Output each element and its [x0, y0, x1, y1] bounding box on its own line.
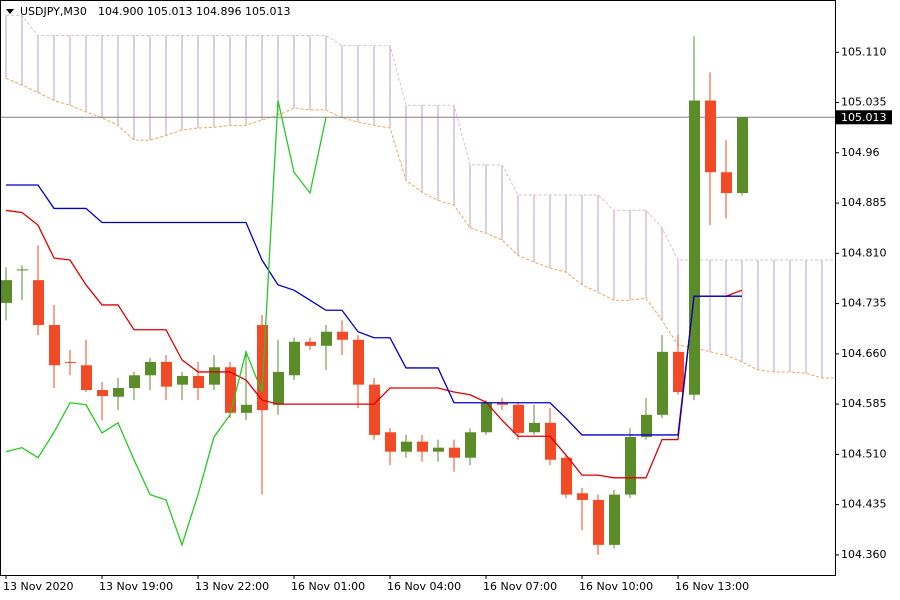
plot-area [1, 14, 835, 555]
x-tick-label: 16 Nov 13:00 [675, 580, 749, 593]
candle-body [97, 390, 108, 397]
plot-frame [0, 0, 836, 576]
y-tick-label: 105.110 [841, 45, 887, 58]
candle-body [465, 432, 476, 458]
candle-body [161, 361, 172, 387]
x-tick-label: 16 Nov 10:00 [579, 580, 653, 593]
candle-body [417, 441, 428, 452]
candle-body [641, 414, 652, 437]
candle-body [369, 384, 380, 435]
candle-body [17, 269, 28, 271]
candle-body [481, 402, 492, 433]
symbol-title: USDJPY,M30 [20, 5, 87, 18]
candle-body [449, 447, 460, 458]
y-tick-label: 104.810 [841, 246, 887, 259]
candle-body [609, 494, 620, 545]
candle-body [385, 432, 396, 452]
bid-label: 105.013 [841, 111, 887, 124]
ohlc-info: 104.900 105.013 104.896 105.013 [98, 5, 290, 18]
candle-body [721, 172, 732, 194]
candle-body [545, 422, 556, 460]
y-tick-label: 104.510 [841, 447, 887, 460]
y-tick-label: 104.735 [841, 297, 887, 310]
candle-body [529, 422, 540, 433]
candle-body [497, 402, 508, 405]
candle-body [513, 404, 524, 433]
candle-body [241, 404, 252, 413]
candle-body [49, 325, 60, 366]
candle-body [657, 351, 668, 415]
candle-body [689, 100, 700, 395]
y-tick-label: 104.360 [841, 548, 887, 561]
candle-body [737, 117, 748, 194]
y-tick-label: 104.660 [841, 347, 887, 360]
candle-body [33, 280, 44, 326]
bid-label-box [836, 110, 892, 125]
candle-body [65, 361, 76, 363]
indicator-line [5, 100, 327, 547]
y-tick-label: 105.035 [841, 96, 887, 109]
x-tick-label: 16 Nov 01:00 [291, 580, 365, 593]
y-tick-label: 104.585 [841, 397, 887, 410]
y-tick-label: 104.435 [841, 498, 887, 511]
candle-body [625, 436, 636, 495]
candle-body [401, 441, 412, 452]
candle-body [113, 388, 124, 397]
candle-body [593, 499, 604, 545]
x-tick-label: 13 Nov 19:00 [99, 580, 173, 593]
y-tick-label: 104.96 [841, 146, 880, 159]
candle-body [225, 367, 236, 413]
candle-body [353, 339, 364, 385]
axis-area: 105.110 105.035 104.96 104.885 104.810 104.73… [3, 45, 892, 593]
candle-body [257, 325, 268, 411]
x-tick-label: 16 Nov 04:00 [387, 580, 461, 593]
candle-body [129, 375, 140, 389]
indicator-line [5, 209, 743, 479]
indicator-line [6, 184, 742, 436]
y-tick-label: 104.885 [841, 196, 887, 209]
candle-body [289, 341, 300, 376]
candle-body [337, 331, 348, 340]
candle-body [1, 280, 12, 303]
candle-body [193, 375, 204, 389]
candle-body [673, 351, 684, 393]
candle-body [81, 365, 92, 391]
candle-body [705, 100, 716, 173]
menu-arrow[interactable] [6, 9, 14, 14]
candle-body [145, 361, 156, 376]
candle-body [209, 367, 220, 385]
x-tick-label: 13 Nov 2020 [3, 580, 73, 593]
candle-body [305, 341, 316, 346]
candle-body [321, 331, 332, 346]
candle-body [177, 375, 188, 385]
candle-body [577, 493, 588, 500]
x-tick-label: 13 Nov 22:00 [195, 580, 269, 593]
candle-body [561, 457, 572, 495]
x-tick-label: 16 Nov 07:00 [483, 580, 557, 593]
candle-body [273, 371, 284, 405]
candle-body [433, 447, 444, 452]
senkou-span-a [5, 77, 835, 379]
